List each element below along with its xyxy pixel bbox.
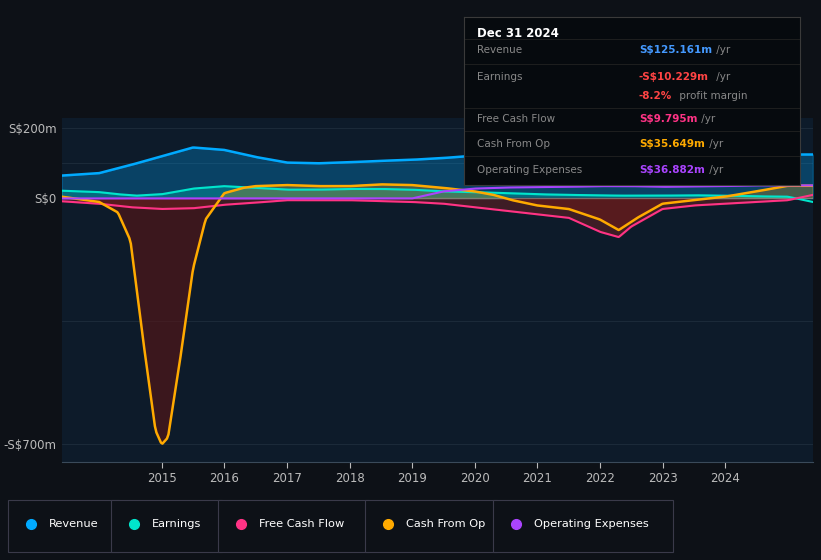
Text: /yr: /yr xyxy=(713,72,730,82)
FancyBboxPatch shape xyxy=(365,500,497,552)
Text: /yr: /yr xyxy=(713,45,730,55)
Text: Cash From Op: Cash From Op xyxy=(406,519,486,529)
FancyBboxPatch shape xyxy=(8,500,119,552)
Text: profit margin: profit margin xyxy=(676,91,747,101)
FancyBboxPatch shape xyxy=(111,500,222,552)
FancyBboxPatch shape xyxy=(493,500,673,552)
Text: Cash From Op: Cash From Op xyxy=(477,139,550,150)
Text: Free Cash Flow: Free Cash Flow xyxy=(477,114,556,124)
Text: Earnings: Earnings xyxy=(477,72,523,82)
Text: Revenue: Revenue xyxy=(477,45,522,55)
Text: -S$10.229m: -S$10.229m xyxy=(639,72,709,82)
Text: S$36.882m: S$36.882m xyxy=(639,165,704,175)
Text: S$35.649m: S$35.649m xyxy=(639,139,704,150)
Text: Revenue: Revenue xyxy=(49,519,99,529)
Text: S$9.795m: S$9.795m xyxy=(639,114,697,124)
Text: Operating Expenses: Operating Expenses xyxy=(477,165,583,175)
Text: /yr: /yr xyxy=(698,114,715,124)
Text: -8.2%: -8.2% xyxy=(639,91,672,101)
Text: Dec 31 2024: Dec 31 2024 xyxy=(477,27,559,40)
Text: /yr: /yr xyxy=(705,165,722,175)
Text: /yr: /yr xyxy=(705,139,722,150)
Text: Earnings: Earnings xyxy=(152,519,201,529)
Text: Free Cash Flow: Free Cash Flow xyxy=(259,519,344,529)
Text: S$125.161m: S$125.161m xyxy=(639,45,712,55)
FancyBboxPatch shape xyxy=(218,500,369,552)
Text: Operating Expenses: Operating Expenses xyxy=(534,519,649,529)
